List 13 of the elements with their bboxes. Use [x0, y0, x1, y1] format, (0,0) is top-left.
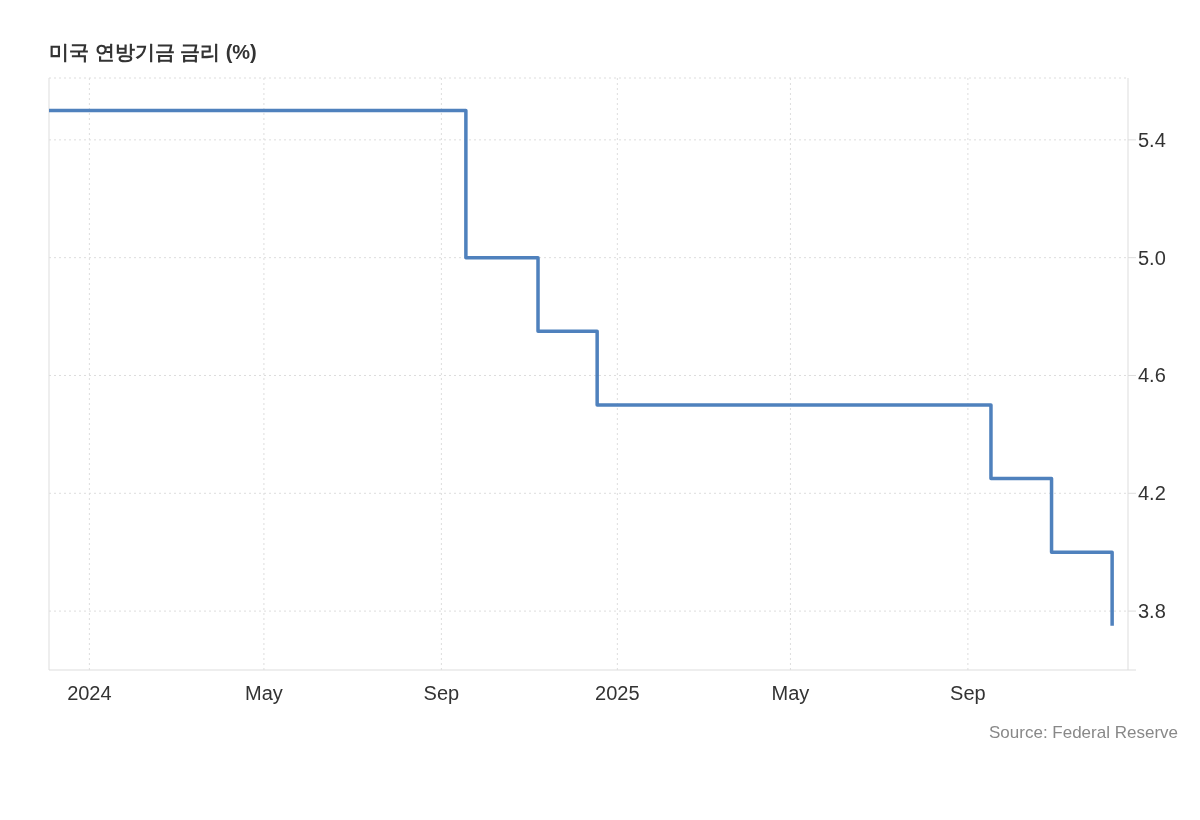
x-tick-label: Sep [950, 682, 986, 704]
x-tick-label: May [245, 682, 283, 704]
chart-title: 미국 연방기금 금리 (%) [49, 41, 257, 63]
y-tick-label: 5.4 [1138, 128, 1166, 151]
y-tick-label: 4.2 [1138, 482, 1166, 505]
source-note: Source: Federal Reserve [989, 723, 1178, 742]
x-tick-label: 2024 [67, 682, 112, 704]
y-tick-label: 5.0 [1138, 246, 1166, 269]
y-tick-label: 3.8 [1138, 600, 1166, 623]
x-tick-label: 2025 [595, 682, 640, 704]
x-tick-label: May [771, 682, 810, 704]
y-tick-label: 4.6 [1138, 364, 1166, 387]
x-tick-label: Sep [423, 682, 460, 704]
